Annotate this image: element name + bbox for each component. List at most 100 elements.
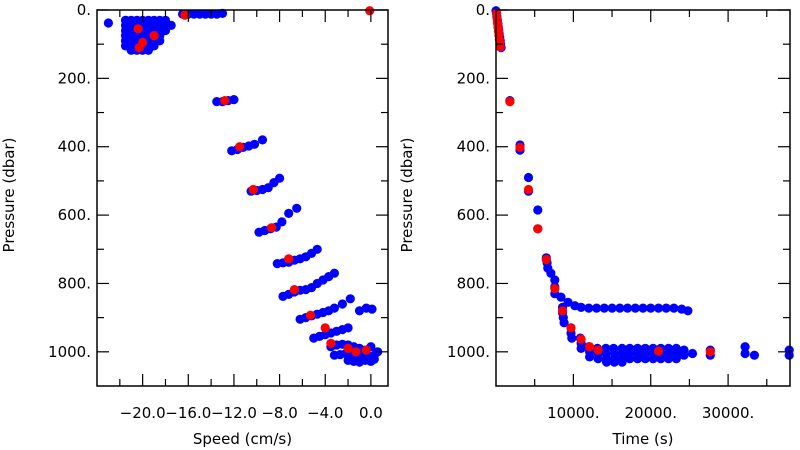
data-point bbox=[345, 294, 355, 304]
y-tick-label: 400. bbox=[457, 138, 490, 156]
data-point bbox=[749, 350, 760, 360]
data-point bbox=[351, 347, 361, 357]
data-point bbox=[149, 30, 159, 41]
data-point bbox=[625, 354, 635, 364]
x-axis-title: Speed (cm/s) bbox=[193, 430, 292, 448]
y-tick-label: 1000. bbox=[48, 343, 91, 361]
data-point bbox=[607, 303, 617, 313]
blue-series bbox=[103, 8, 383, 367]
data-point bbox=[541, 254, 551, 265]
data-point bbox=[630, 303, 640, 313]
data-point bbox=[235, 142, 245, 152]
data-point bbox=[661, 303, 671, 313]
data-point bbox=[320, 323, 330, 333]
data-point bbox=[609, 357, 620, 367]
data-point bbox=[584, 303, 594, 313]
data-point bbox=[284, 208, 294, 218]
x-tick-label: −20.0 bbox=[120, 404, 166, 422]
data-point bbox=[133, 24, 143, 34]
data-point bbox=[249, 139, 260, 149]
data-point bbox=[593, 345, 603, 355]
y-tick-label: 400. bbox=[58, 138, 91, 156]
time-pressure-panel: 0. 200. 400. 600. 800. 1000. 10000. 20000. 30000… bbox=[398, 1, 794, 448]
x-tick-label: 0.0 bbox=[359, 404, 383, 422]
data-point bbox=[229, 95, 239, 105]
data-point bbox=[559, 318, 569, 328]
data-point bbox=[523, 184, 534, 195]
data-point bbox=[784, 350, 794, 360]
y-axis-title: Pressure (dbar) bbox=[0, 138, 18, 253]
data-point bbox=[289, 285, 299, 295]
plot-frame bbox=[96, 9, 389, 387]
x-tick-label: −16.0 bbox=[165, 404, 211, 422]
data-point bbox=[656, 354, 666, 364]
data-point bbox=[599, 303, 609, 313]
data-point bbox=[663, 354, 674, 364]
data-point bbox=[523, 172, 534, 183]
data-point bbox=[343, 343, 353, 353]
data-point bbox=[576, 343, 586, 353]
plot-frame bbox=[495, 9, 791, 387]
y-tick-label: 600. bbox=[58, 206, 91, 224]
data-point bbox=[143, 45, 153, 55]
data-point bbox=[740, 342, 750, 352]
data-point bbox=[337, 299, 347, 309]
data-point bbox=[248, 184, 258, 195]
y-tick-label: 200. bbox=[457, 69, 490, 87]
data-point bbox=[585, 352, 595, 362]
data-point bbox=[646, 303, 656, 313]
data-point bbox=[369, 354, 379, 364]
data-point bbox=[633, 354, 643, 364]
data-point bbox=[566, 323, 576, 333]
x-tick-label: −4.0 bbox=[307, 404, 343, 422]
data-point bbox=[638, 303, 648, 313]
data-point bbox=[669, 303, 679, 313]
y-tick-label: 800. bbox=[58, 274, 91, 292]
data-point bbox=[640, 354, 650, 364]
y-tick-label: 200. bbox=[58, 69, 91, 87]
red-series bbox=[133, 6, 375, 357]
data-point bbox=[533, 205, 543, 215]
x-tick-label: 10000. bbox=[547, 404, 600, 422]
data-point bbox=[679, 350, 689, 360]
x-axis-title: Time (s) bbox=[612, 430, 674, 448]
data-point bbox=[361, 345, 371, 355]
data-point bbox=[305, 310, 315, 320]
data-point bbox=[740, 348, 750, 359]
data-point bbox=[284, 254, 294, 264]
data-point bbox=[567, 333, 577, 343]
data-point bbox=[533, 224, 543, 234]
y-axis-title: Pressure (dbar) bbox=[398, 138, 416, 253]
data-point bbox=[292, 203, 302, 213]
data-point bbox=[557, 306, 568, 316]
speed-pressure-panel: 0. 200. 400. 600. 800. 1000. −20.0 −16.0 −12.0 −8… bbox=[0, 1, 389, 448]
data-point bbox=[648, 354, 658, 364]
data-point bbox=[546, 268, 556, 278]
data-point bbox=[312, 244, 322, 254]
data-point bbox=[220, 96, 230, 106]
data-point bbox=[602, 357, 612, 367]
data-point bbox=[180, 10, 190, 20]
data-point bbox=[622, 303, 633, 313]
data-point bbox=[585, 342, 595, 352]
data-point bbox=[343, 323, 353, 333]
y-tick-label: 1000. bbox=[447, 343, 490, 361]
data-point bbox=[617, 357, 627, 367]
data-point bbox=[267, 223, 277, 233]
x-tick-label: −12.0 bbox=[211, 404, 257, 422]
data-point bbox=[515, 142, 525, 152]
data-point bbox=[103, 18, 113, 28]
y-tick-label: 800. bbox=[457, 274, 490, 292]
data-point bbox=[592, 303, 602, 313]
data-point bbox=[134, 43, 144, 53]
data-point bbox=[257, 135, 268, 145]
data-point bbox=[550, 275, 560, 285]
y-tick-label: 600. bbox=[457, 206, 490, 224]
data-point bbox=[367, 304, 377, 314]
data-point bbox=[653, 346, 664, 356]
data-point bbox=[671, 354, 681, 364]
data-point bbox=[505, 97, 515, 107]
data-point bbox=[275, 173, 285, 183]
data-point bbox=[653, 303, 664, 313]
